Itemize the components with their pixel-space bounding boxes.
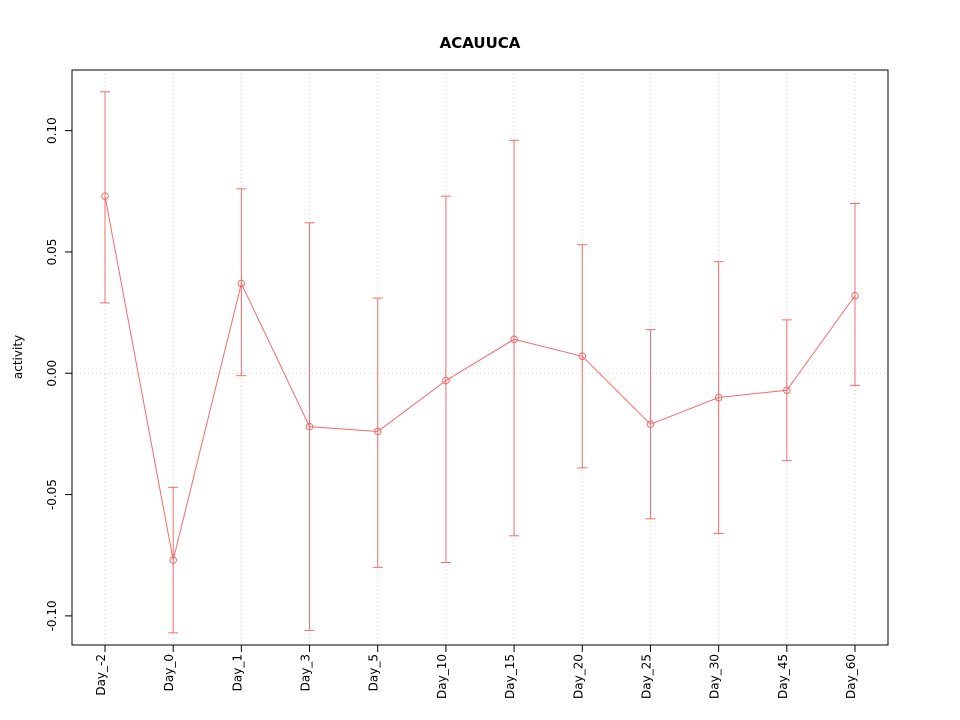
data-point <box>714 393 723 402</box>
x-tick-label: Day_25 <box>639 654 653 699</box>
x-tick-label: Day_30 <box>708 654 722 699</box>
x-tick-label: Day_20 <box>571 654 585 699</box>
data-point <box>101 192 109 200</box>
y-tick-label: -0.10 <box>45 600 59 631</box>
data-point <box>373 427 382 436</box>
data-point <box>851 291 859 300</box>
series-line <box>104 196 856 561</box>
x-tick-label: Day_60 <box>844 654 858 699</box>
data-point <box>237 279 246 288</box>
data-point <box>783 386 791 395</box>
y-tick-label: 0.05 <box>45 239 59 266</box>
plot-border <box>71 69 889 646</box>
y-tick-label: 0.00 <box>45 360 59 387</box>
x-tick-label: Day_-2 <box>94 654 108 696</box>
x-tick-label: Day_0 <box>162 654 176 691</box>
x-tick-label: Day_15 <box>503 654 517 699</box>
x-tick-label: Day_10 <box>435 654 449 699</box>
y-axis-label: activity <box>11 335 25 379</box>
x-tick-label: Day_1 <box>230 654 244 691</box>
data-point <box>578 352 587 361</box>
data-point <box>169 556 177 564</box>
data-point <box>442 376 450 385</box>
plot-area: -0.10 -0.05 0.00 0.05 0.10 Day_-2 Day_0 Day_1 Da… <box>45 69 889 699</box>
data-point <box>305 422 314 431</box>
data-point <box>510 335 518 344</box>
x-tick-label: Day_45 <box>776 654 790 699</box>
data-point <box>646 420 655 429</box>
y-tick-label: -0.05 <box>45 479 59 510</box>
chart-title: ACAUUCA <box>440 34 521 52</box>
y-tick-label: 0.10 <box>45 117 59 144</box>
x-tick-label: Day_5 <box>367 654 381 691</box>
x-tick-label: Day_3 <box>299 654 313 691</box>
